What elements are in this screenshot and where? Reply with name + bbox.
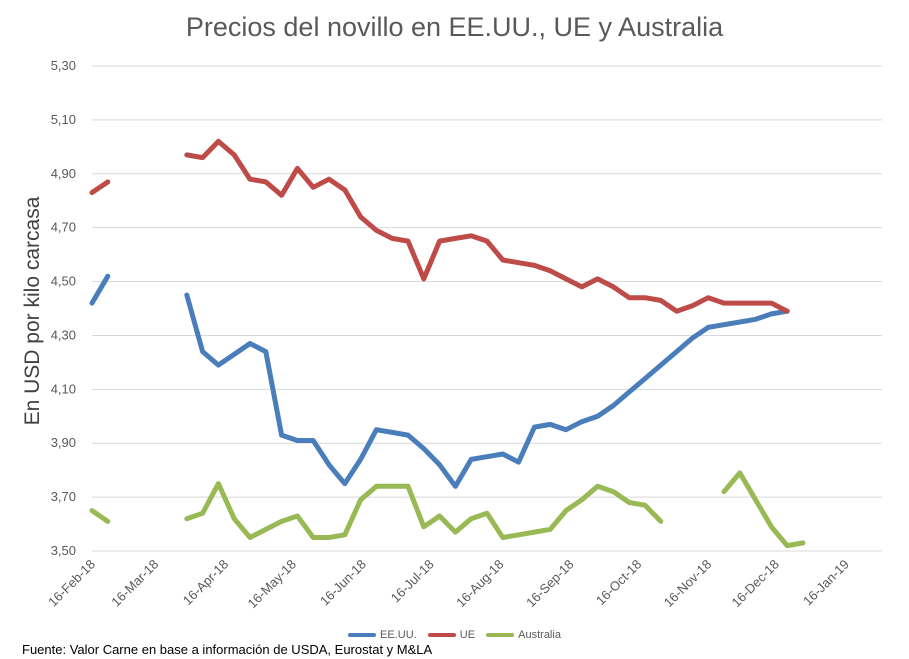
y-tick-label: 3,50 xyxy=(51,543,76,558)
x-tick-label: 16-Oct-18 xyxy=(593,557,644,608)
x-tick-label: 16-Apr-18 xyxy=(180,557,231,608)
series-line-eeuu-segment-0 xyxy=(89,273,111,306)
legend-entry-ue: UE xyxy=(427,629,476,641)
legend-swatch-australia xyxy=(486,633,515,637)
x-tick-label: 16-Feb-18 xyxy=(45,557,98,610)
legend-entry-australia: Australia xyxy=(486,629,561,641)
x-tick-label: 16-Dec-18 xyxy=(729,557,783,611)
legend-label-eeuu: EE.UU. xyxy=(380,629,417,641)
y-tick-label: 5,30 xyxy=(51,58,76,73)
series-lines xyxy=(89,138,806,549)
series-line-eeuu-segment-2 xyxy=(184,292,790,489)
x-tick-label: 16-Nov-18 xyxy=(661,557,715,611)
x-tick-label: 16-Jul-18 xyxy=(388,557,437,606)
x-tick-label: 16-Aug-18 xyxy=(453,557,507,611)
y-tick-label: 4,70 xyxy=(51,220,76,235)
x-tick-label: 16-May-18 xyxy=(244,557,299,612)
legend-swatch-ue xyxy=(427,633,456,637)
series-line-australia-segment-3 xyxy=(721,470,806,549)
source-note: Fuente: Valor Carne en base a informació… xyxy=(22,642,433,657)
x-tick-label: 16-Jun-18 xyxy=(317,557,369,609)
y-tick-label: 4,10 xyxy=(51,381,76,396)
y-tick-label: 4,50 xyxy=(51,274,76,289)
y-tick-label: 3,70 xyxy=(51,489,76,504)
y-tick-label: 4,90 xyxy=(51,166,76,181)
y-tick-label: 4,30 xyxy=(51,327,76,342)
gridlines xyxy=(92,65,882,552)
y-tick-label: 5,10 xyxy=(51,112,76,127)
series-line-ue-segment-2 xyxy=(184,138,790,314)
chart-title: Precios del novillo en EE.UU., UE y Aust… xyxy=(185,12,724,42)
x-tick-label: 16-Jan-19 xyxy=(800,557,852,609)
series-line-ue-segment-0 xyxy=(89,179,111,196)
x-tick-labels: 16-Feb-18 16-Mar-18 16-Apr-18 16-May-18 16-J… xyxy=(45,557,852,612)
x-tick-label: 16-Mar-18 xyxy=(108,557,161,610)
legend-label-ue: UE xyxy=(459,629,476,641)
series-line-australia-segment-0 xyxy=(89,508,111,524)
y-tick-labels: 5,30 5,10 4,90 4,70 4,50 4,30 4,10 3,90 3,70 3,50 xyxy=(51,58,76,558)
legend-swatch-eeuu xyxy=(348,633,377,637)
legend: EE.UU. UE Australia xyxy=(0,628,909,641)
y-tick-label: 3,90 xyxy=(51,435,76,450)
x-tick-label: 16-Sep-18 xyxy=(523,557,577,611)
legend-entry-eeuu: EE.UU. xyxy=(348,629,417,641)
series-line-australia-segment-2 xyxy=(184,481,664,540)
legend-label-australia: Australia xyxy=(518,629,561,641)
